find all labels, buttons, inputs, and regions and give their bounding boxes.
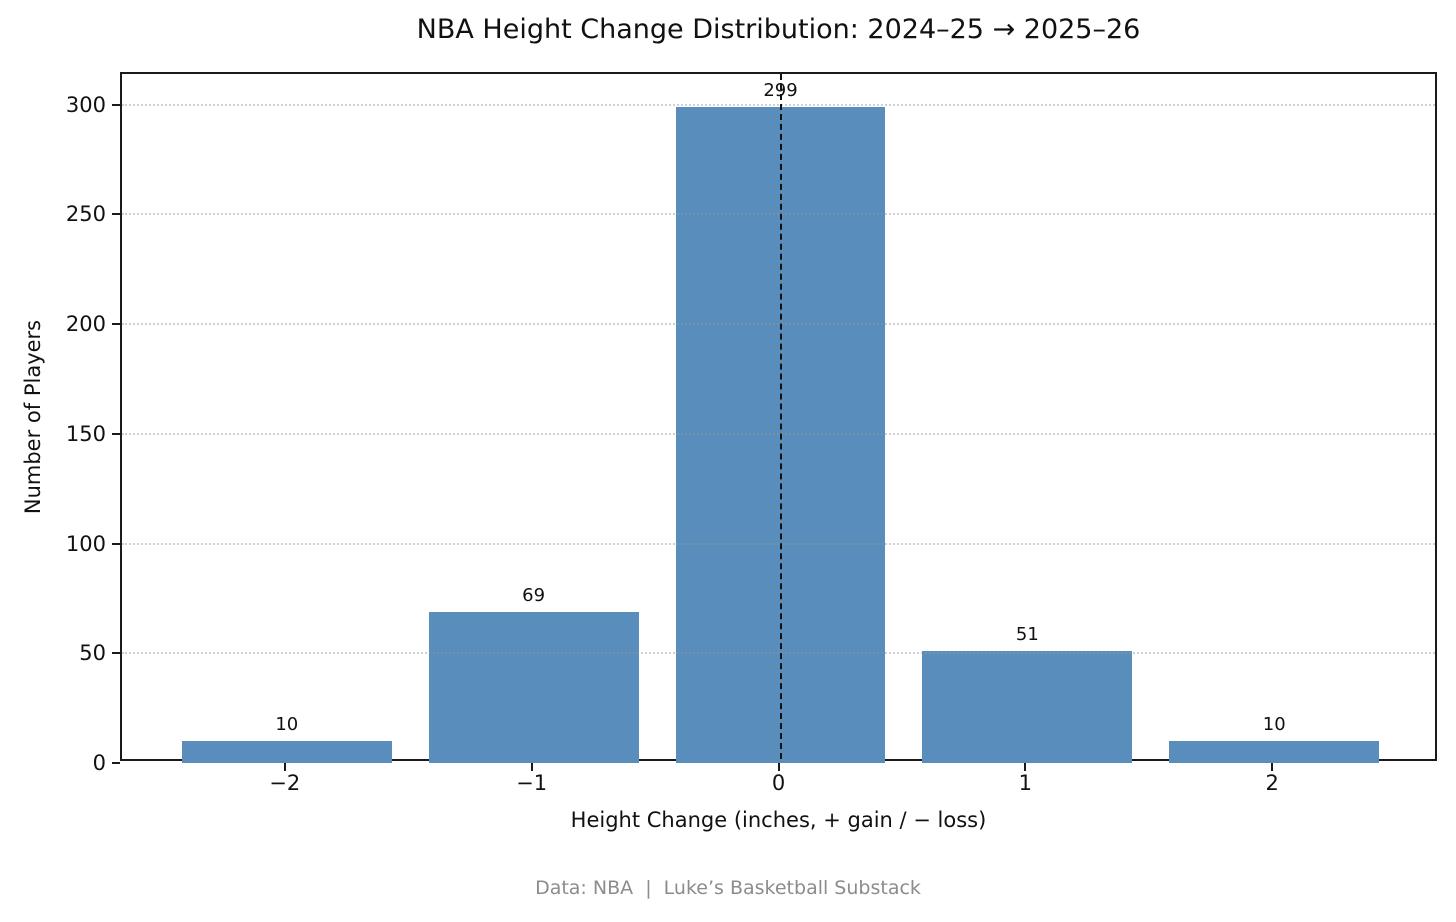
- y-tick-label: 0: [92, 751, 106, 775]
- bar: [428, 611, 639, 763]
- x-tick-label: −2: [269, 771, 301, 795]
- bar-value-label: 51: [1015, 624, 1039, 646]
- y-tick-label: 300: [65, 92, 106, 117]
- bar: [922, 651, 1133, 763]
- bar: [1169, 741, 1380, 763]
- x-tick-mark: [1271, 763, 1274, 771]
- y-tick-label: 50: [79, 641, 106, 666]
- footer-caption: Data: NBA | Luke’s Basketball Substack: [535, 877, 921, 899]
- gridline: [122, 542, 1435, 545]
- x-tick-mark: [777, 763, 780, 771]
- gridline: [122, 213, 1435, 216]
- x-tick-label: 0: [771, 771, 786, 795]
- x-tick-label: 2: [1265, 771, 1279, 795]
- y-tick-label: 200: [65, 312, 106, 337]
- y-tick-mark: [112, 432, 120, 435]
- y-tick-mark: [112, 542, 120, 545]
- zero-reference-line: [779, 74, 782, 759]
- bar: [181, 741, 392, 763]
- bar-value-label: 10: [1262, 714, 1286, 736]
- bar-value-label: 299: [763, 79, 798, 101]
- chart-title: NBA Height Change Distribution: 2024–25 …: [416, 14, 1141, 45]
- y-tick-mark: [112, 323, 120, 326]
- x-tick-mark: [283, 763, 286, 771]
- gridline: [122, 323, 1435, 326]
- gridline: [122, 103, 1435, 106]
- bar-value-label: 10: [275, 714, 299, 736]
- y-tick-label: 100: [65, 531, 106, 556]
- y-tick-mark: [112, 103, 120, 106]
- y-tick-mark: [112, 652, 120, 655]
- x-tick-mark: [1024, 763, 1027, 771]
- x-tick-label: 1: [1018, 771, 1033, 795]
- gridline: [122, 432, 1435, 435]
- y-tick-label: 250: [65, 202, 106, 227]
- plot-area: 10 69 299 51 10: [120, 72, 1437, 763]
- y-tick-label: 150: [65, 421, 106, 446]
- gridline: [122, 652, 1435, 655]
- x-tick-mark: [530, 763, 533, 771]
- y-tick-mark: [112, 762, 120, 764]
- y-tick-mark: [112, 213, 120, 216]
- x-tick-label: −1: [516, 771, 548, 795]
- bar-value-label: 69: [522, 584, 546, 606]
- y-axis-label: Number of Players: [21, 319, 45, 515]
- x-axis-label: Height Change (inches, + gain / − loss): [570, 808, 987, 832]
